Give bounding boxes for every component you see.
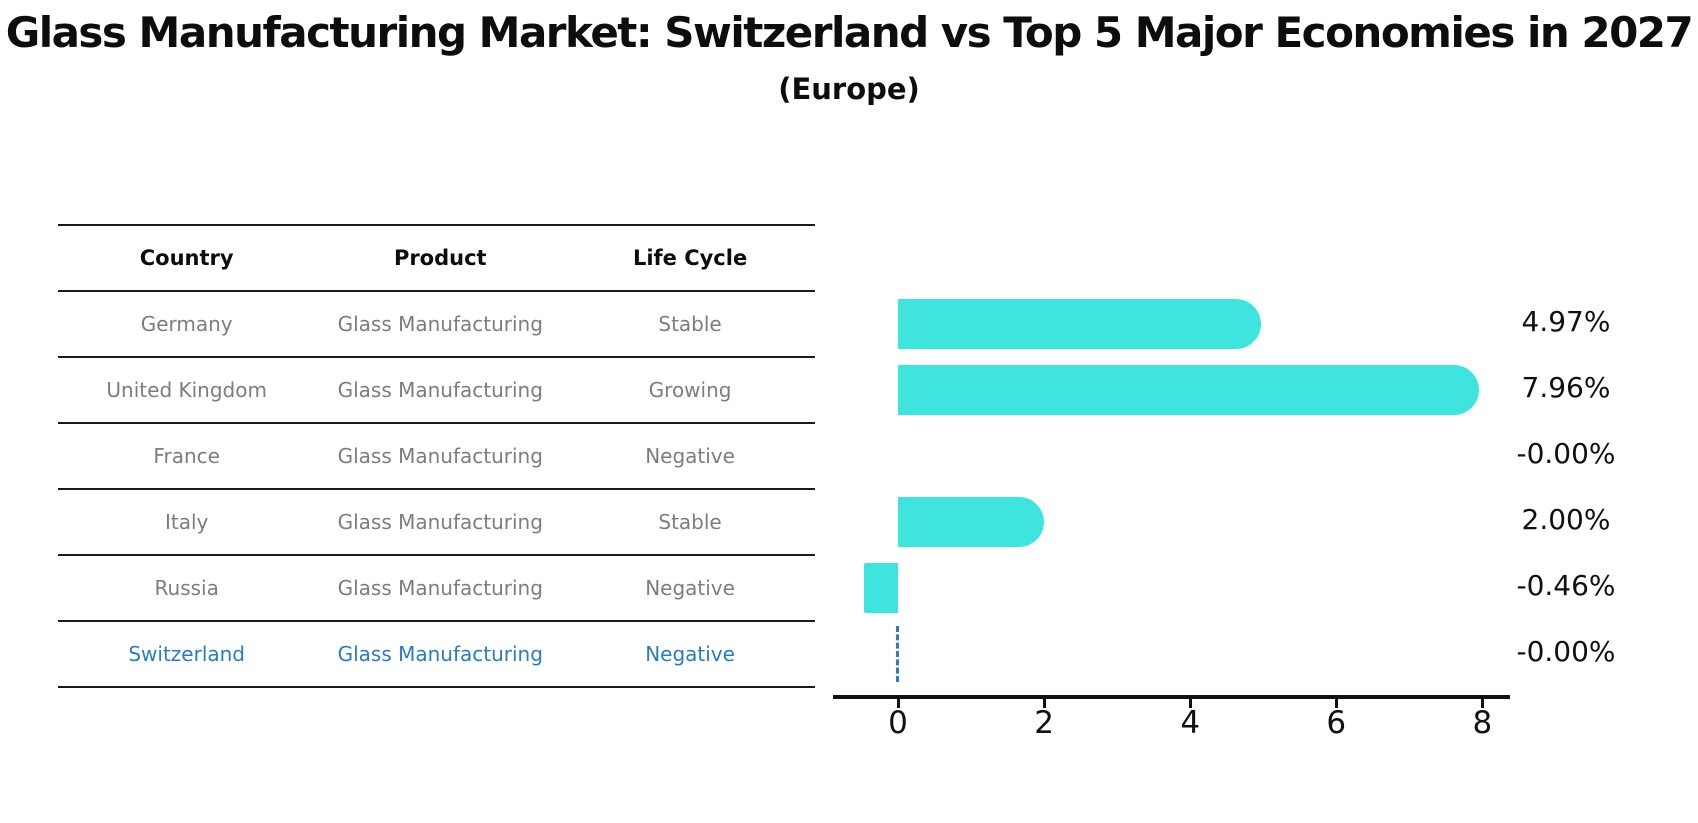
value-label: -0.00% [1516, 635, 1616, 668]
product-cell: Glass Manufacturing [337, 312, 543, 336]
x-tick-mark [1188, 699, 1192, 708]
bar-russia [864, 563, 898, 613]
x-tick-mark [1480, 699, 1484, 708]
country-cell: United Kingdom [106, 378, 267, 402]
life-cycle-cell: Stable [658, 312, 722, 336]
x-axis-spine [833, 695, 1510, 699]
country-cell: Italy [164, 510, 209, 534]
life-cycle-cell: Negative [645, 444, 735, 468]
value-label: 4.97% [1521, 305, 1611, 338]
product-cell: Glass Manufacturing [337, 378, 543, 402]
bar-italy [898, 497, 1045, 547]
x-tick-mark [896, 699, 900, 708]
table-header-cell: Product [393, 246, 487, 270]
country-cell: Switzerland [128, 642, 246, 666]
life-cycle-cell: Stable [658, 510, 722, 534]
market-table: Country Product Life Cycle Germany Glass Ma… [58, 224, 815, 688]
table-header-cell: Country [139, 246, 234, 270]
x-tick-label: 6 [1326, 705, 1347, 741]
life-cycle-cell: Negative [645, 642, 735, 666]
value-label: 7.96% [1521, 371, 1611, 404]
highlight-zero-dashed-line [896, 626, 899, 682]
x-tick-label: 8 [1472, 705, 1493, 741]
country-cell: Russia [154, 576, 219, 600]
x-tick-label: 0 [888, 705, 908, 741]
product-cell: Glass Manufacturing [337, 444, 543, 468]
bar-united-kingdom [898, 365, 1480, 415]
x-tick-label: 2 [1034, 705, 1054, 741]
bar-germany [898, 299, 1262, 349]
table-row: Russia Glass Manufacturing Negative [58, 554, 815, 620]
country-cell: France [153, 444, 220, 468]
table-row: Italy Glass Manufacturing Stable [58, 488, 815, 554]
value-label: 2.00% [1521, 503, 1611, 536]
life-cycle-cell: Growing [648, 378, 732, 402]
life-cycle-cell: Negative [645, 576, 735, 600]
table-row: Germany Glass Manufacturing Stable [58, 290, 815, 356]
product-cell: Glass Manufacturing [337, 510, 543, 534]
table-row: United Kingdom Glass Manufacturing Growing [58, 356, 815, 422]
table-row: France Glass Manufacturing Negative [58, 422, 815, 488]
x-tick-label: 4 [1180, 705, 1201, 741]
table-header-cell: Life Cycle [632, 246, 748, 270]
x-tick-mark [1334, 699, 1338, 708]
value-label: -0.00% [1516, 437, 1616, 470]
country-cell: Germany [140, 312, 233, 336]
chart-title: Glass Manufacturing Market: Switzerland … [5, 8, 1694, 57]
chart-subtitle: (Europe) [778, 72, 920, 106]
table-row: Switzerland Glass Manufacturing Negative [58, 620, 815, 686]
value-label: -0.46% [1516, 569, 1616, 602]
table-header-row: Country Product Life Cycle [58, 224, 815, 290]
x-tick-mark [1042, 699, 1046, 708]
product-cell: Glass Manufacturing [337, 642, 543, 666]
product-cell: Glass Manufacturing [337, 576, 543, 600]
